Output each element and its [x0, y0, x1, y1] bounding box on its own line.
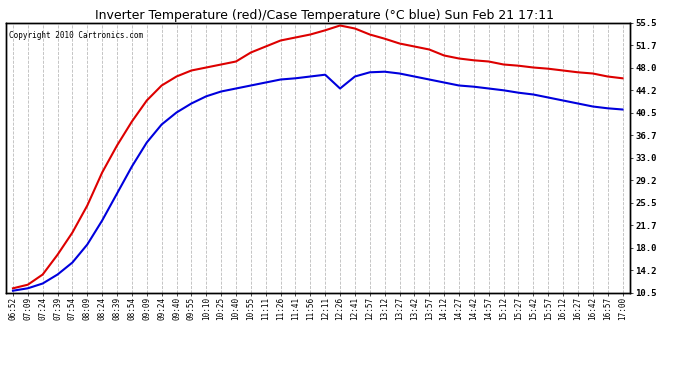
Text: Inverter Temperature (red)/Case Temperature (°C blue) Sun Feb 21 17:11: Inverter Temperature (red)/Case Temperat…: [95, 9, 554, 22]
Text: Copyright 2010 Cartronics.com: Copyright 2010 Cartronics.com: [9, 31, 143, 40]
